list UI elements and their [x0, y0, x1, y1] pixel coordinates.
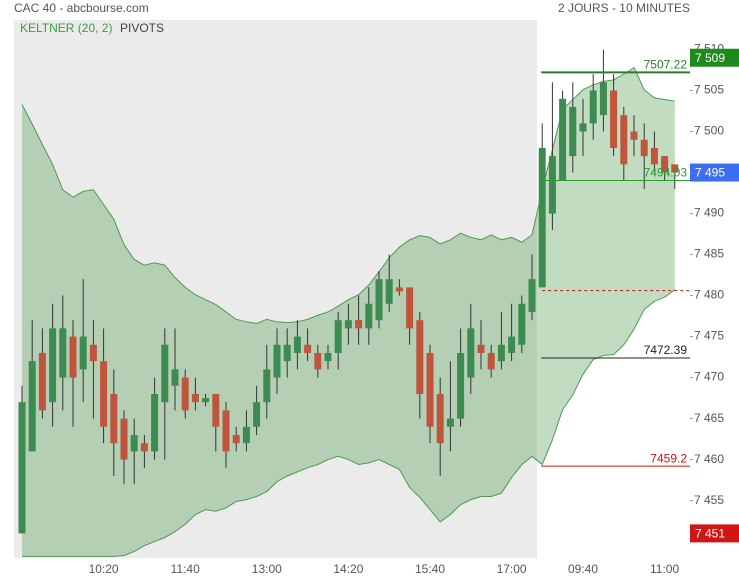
candle-body	[141, 443, 148, 451]
candle-body	[559, 99, 566, 181]
candle-body	[172, 369, 179, 385]
candle-body	[376, 279, 383, 320]
candle-body	[386, 279, 393, 304]
chart-title: CAC 40 - abcbourse.com	[14, 1, 149, 15]
candle-body	[569, 107, 576, 156]
candle-body	[335, 320, 342, 353]
candle-body	[19, 402, 26, 533]
candle-body	[488, 353, 495, 369]
candle-body	[151, 394, 158, 451]
candle-body	[263, 369, 270, 402]
x-tick-label: 11:00	[650, 562, 679, 576]
candle-body	[355, 320, 362, 328]
y-tick-label: 7 465	[694, 411, 724, 425]
pivot-label: 7472.39	[644, 343, 688, 357]
candle-body	[100, 361, 107, 427]
candle-body	[161, 345, 168, 402]
candle-body	[427, 353, 434, 427]
candle-body	[284, 345, 291, 361]
candle-body	[345, 320, 352, 328]
x-tick-label: 10:20	[89, 562, 119, 576]
candle-body	[131, 435, 138, 451]
candle-body	[182, 378, 189, 411]
candle-body	[70, 337, 77, 378]
x-tick-label: 17:00	[497, 562, 527, 576]
y-tick-label: 7 480	[694, 288, 724, 302]
y-tick-label: 7 505	[694, 83, 724, 97]
candle-body	[539, 148, 546, 287]
indicator-label: PIVOTS	[120, 21, 164, 35]
candle-body	[325, 353, 332, 361]
candle-body	[274, 345, 281, 378]
candle-body	[416, 320, 423, 394]
candle-body	[233, 435, 240, 443]
pivot-label: 7459.2	[650, 451, 687, 465]
y-tick-label: 7 475	[694, 329, 724, 343]
candle-body	[202, 398, 209, 402]
candle-body	[478, 345, 485, 353]
x-tick-label: 09:40	[568, 562, 598, 576]
candle-body	[447, 419, 454, 427]
candle-body	[518, 304, 525, 345]
indicator-label: KELTNER (20, 2)	[20, 21, 112, 35]
candle-body	[59, 328, 66, 377]
candle-body	[620, 115, 627, 164]
candle-body	[110, 394, 117, 443]
candle-body	[580, 123, 587, 131]
candle-body	[467, 328, 474, 377]
candle-body	[294, 337, 301, 353]
x-tick-label: 13:00	[252, 562, 282, 576]
candle-body	[29, 361, 36, 451]
y-tick-label: 7 485	[694, 247, 724, 261]
candle-body	[590, 91, 597, 124]
candle-body	[253, 402, 260, 427]
price-badge-label: 7 509	[695, 51, 725, 65]
pivot-label: 7507.22	[644, 57, 688, 71]
candle-body	[396, 287, 403, 291]
candle-body	[406, 287, 413, 328]
candle-body	[529, 279, 536, 312]
candle-body	[508, 337, 515, 353]
candle-body	[192, 394, 199, 402]
candle-body	[212, 394, 219, 427]
candle-body	[641, 140, 648, 156]
y-tick-label: 7 470	[694, 370, 724, 384]
candle-body	[49, 328, 56, 402]
pivot-label: 7494.03	[644, 166, 688, 180]
candle-body	[243, 427, 250, 443]
candle-body	[314, 353, 321, 369]
candle-body	[610, 91, 617, 148]
y-tick-label: 7 455	[694, 493, 724, 507]
x-tick-label: 14:20	[333, 562, 363, 576]
candle-body	[223, 410, 230, 451]
candle-body	[304, 345, 311, 353]
y-tick-label: 7 460	[694, 452, 724, 466]
candle-body	[90, 345, 97, 361]
x-tick-label: 15:40	[415, 562, 445, 576]
y-tick-label: 7 490	[694, 206, 724, 220]
candle-body	[39, 353, 46, 410]
y-tick-label: 7 500	[694, 124, 724, 138]
candle-body	[365, 304, 372, 329]
candle-body	[651, 148, 658, 164]
chart-subtitle: 2 JOURS - 10 MINUTES	[558, 1, 690, 15]
candle-body	[498, 345, 505, 361]
candle-body	[549, 156, 556, 213]
price-badge-label: 7 495	[695, 166, 725, 180]
candle-body	[121, 419, 128, 460]
candle-body	[457, 353, 464, 419]
candle-body	[437, 394, 444, 443]
candle-body	[631, 132, 638, 140]
candle-body	[80, 337, 87, 370]
x-tick-label: 11:40	[171, 562, 200, 576]
candle-body	[600, 82, 607, 115]
price-badge-label: 7 451	[695, 527, 725, 541]
